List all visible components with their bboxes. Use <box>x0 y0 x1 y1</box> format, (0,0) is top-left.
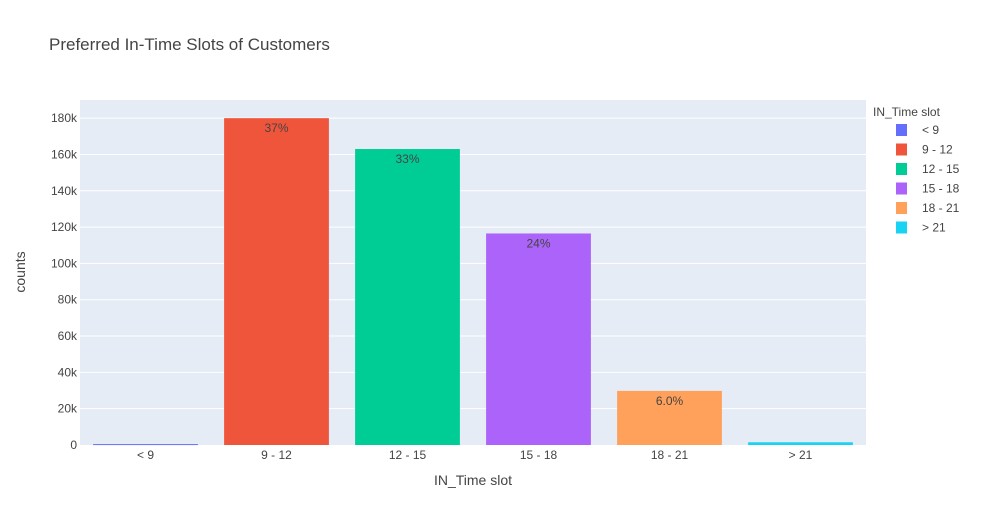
bar <box>355 149 460 446</box>
legend-label: 12 - 15 <box>922 162 960 176</box>
y-tick-label: 140k <box>51 184 78 198</box>
bar-labels: 37% 33% 24% 6.0% <box>264 121 683 408</box>
bar-data-label: 6.0% <box>656 394 684 408</box>
y-tick-label: 80k <box>58 293 78 307</box>
x-tick-label: 18 - 21 <box>651 448 689 462</box>
x-tick-label: 12 - 15 <box>389 448 427 462</box>
legend-swatch <box>896 143 907 156</box>
y-tick-label: 160k <box>51 147 78 161</box>
legend-title: IN_Time slot <box>873 105 941 119</box>
x-tick-label: 15 - 18 <box>520 448 558 462</box>
bar <box>617 390 722 445</box>
legend-label: 9 - 12 <box>922 143 953 157</box>
x-axis-title: IN_Time slot <box>434 472 512 488</box>
legend-swatch <box>896 202 907 214</box>
x-tick-label: 9 - 12 <box>261 448 292 462</box>
y-tick-label: 100k <box>51 256 78 270</box>
bars <box>93 118 853 446</box>
y-axis-ticks: 0 20k 40k 60k 80k 100k 120k 140k 160k 180k <box>51 111 78 452</box>
legend-swatch <box>896 182 907 195</box>
chart-title: Preferred In-Time Slots of Customers <box>49 35 330 54</box>
bar-data-label: 37% <box>264 121 288 135</box>
y-tick-label: 180k <box>51 111 78 125</box>
bar-data-label: 33% <box>395 152 419 166</box>
plot-area <box>80 100 866 445</box>
legend-swatch <box>896 163 907 175</box>
bar-data-label: 24% <box>526 236 550 250</box>
x-axis-ticks: < 9 9 - 12 12 - 15 15 - 18 18 - 21 > 21 <box>137 448 813 462</box>
y-axis-title: counts <box>12 251 28 292</box>
legend: IN_Time slot < 9 9 - 12 12 - 15 15 - 18 18 -… <box>873 105 960 235</box>
bar <box>486 233 591 445</box>
y-tick-label: 120k <box>51 220 78 234</box>
legend-swatch <box>896 124 907 136</box>
x-tick-label: < 9 <box>137 448 154 462</box>
legend-label: 18 - 21 <box>922 201 960 215</box>
y-tick-label: 40k <box>58 365 78 379</box>
bar <box>224 118 329 445</box>
y-tick-label: 20k <box>58 402 78 416</box>
grid-lines <box>80 117 866 410</box>
legend-swatch <box>896 221 907 234</box>
bar <box>93 444 198 446</box>
x-tick-label: > 21 <box>789 448 813 462</box>
bar <box>748 442 853 445</box>
y-tick-label: 0 <box>70 438 77 452</box>
y-tick-label: 60k <box>58 329 78 343</box>
legend-label: 15 - 18 <box>922 182 960 196</box>
legend-label: < 9 <box>922 123 939 137</box>
legend-label: > 21 <box>922 221 946 235</box>
